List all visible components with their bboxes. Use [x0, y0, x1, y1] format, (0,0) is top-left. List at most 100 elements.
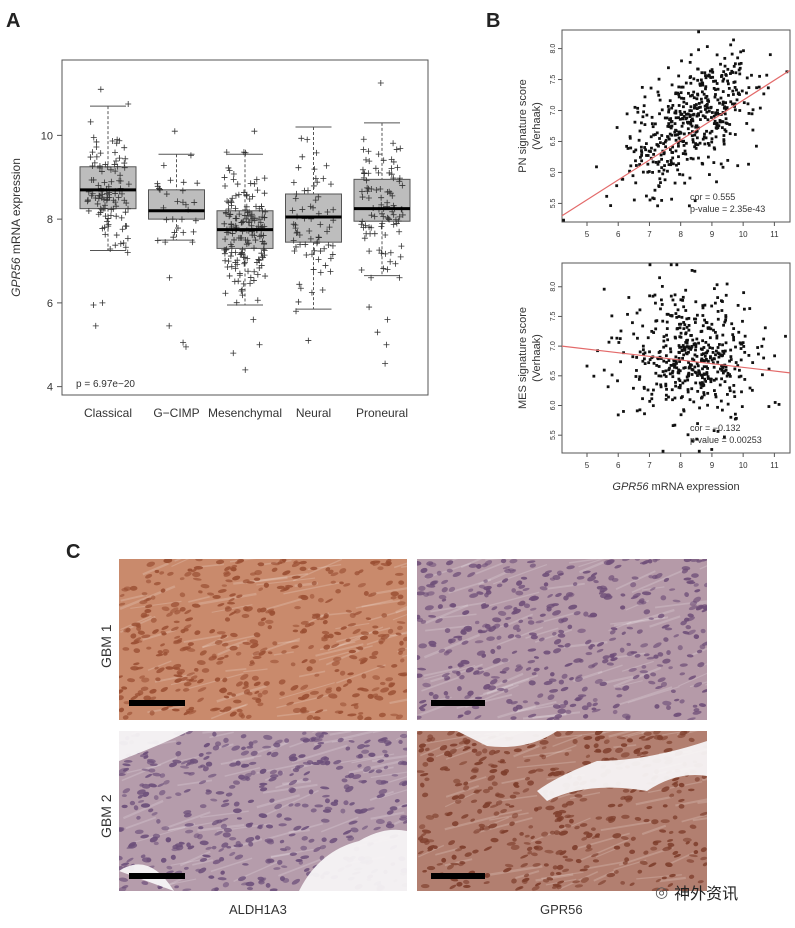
- scatter-point: [672, 362, 676, 366]
- cell-nucleus: [235, 651, 242, 656]
- scatter-point: [739, 50, 743, 54]
- cell-nucleus: [620, 593, 626, 597]
- scatter-point: [681, 356, 684, 360]
- scatter-point: [687, 132, 691, 135]
- data-point: [249, 193, 256, 200]
- tissue-fiber: [692, 817, 707, 822]
- scatter-point: [659, 383, 663, 387]
- scatter-point: [733, 367, 737, 371]
- data-point: [365, 148, 372, 155]
- cell-nucleus: [459, 845, 467, 849]
- scatter-point: [734, 345, 737, 349]
- scatter-point: [692, 400, 696, 404]
- cell-nucleus: [139, 600, 148, 605]
- cell-nucleus: [135, 624, 142, 628]
- data-point: [320, 175, 327, 182]
- outlier-point: [383, 341, 390, 348]
- scatter-point: [733, 86, 737, 89]
- cell-nucleus: [183, 810, 192, 815]
- cell-nucleus: [402, 747, 407, 751]
- data-point: [241, 259, 248, 266]
- scatter-point: [690, 124, 694, 128]
- cell-nucleus: [225, 792, 233, 797]
- cell-nucleus: [698, 703, 707, 707]
- cell-nucleus: [623, 842, 631, 847]
- outlier-point: [374, 329, 381, 336]
- scatter-point: [702, 92, 706, 96]
- cell-nucleus: [221, 842, 229, 848]
- scatter-point: [736, 164, 740, 168]
- scatter-point: [732, 64, 736, 68]
- cell-nucleus: [651, 887, 660, 891]
- cell-nucleus: [429, 643, 437, 648]
- cell-nucleus: [122, 647, 130, 651]
- data-point: [375, 151, 382, 158]
- cell-nucleus: [465, 667, 474, 673]
- scatter-point: [709, 377, 713, 381]
- cell-nucleus: [558, 809, 567, 814]
- scatter-point: [695, 437, 699, 441]
- scatter-point: [717, 124, 721, 128]
- scatter-point: [701, 137, 705, 141]
- cell-nucleus: [352, 693, 360, 698]
- cell-nucleus: [469, 593, 479, 598]
- cell-nucleus: [505, 616, 512, 620]
- scatter-point: [615, 336, 619, 340]
- data-point: [231, 236, 238, 243]
- scatter-point: [680, 124, 684, 128]
- scatter-point: [694, 147, 698, 150]
- cell-nucleus: [503, 867, 512, 873]
- data-point: [242, 237, 249, 244]
- scatter-point: [671, 104, 675, 107]
- tissue-fiber: [130, 600, 182, 609]
- data-point: [226, 213, 233, 220]
- cell-nucleus: [478, 630, 487, 634]
- scatter-point: [662, 339, 666, 343]
- scatter-point: [722, 323, 725, 327]
- cell-nucleus: [383, 740, 392, 745]
- cell-nucleus: [588, 664, 596, 669]
- scatter-point: [664, 138, 668, 142]
- scatter-point: [625, 112, 629, 116]
- cell-nucleus: [372, 630, 379, 635]
- scatter-point: [743, 378, 747, 381]
- cell-nucleus: [417, 836, 424, 841]
- cell-nucleus: [385, 580, 393, 586]
- scatter-point: [724, 101, 728, 105]
- scatter-point: [716, 98, 720, 102]
- cell-nucleus: [387, 690, 397, 696]
- cell-nucleus: [215, 741, 222, 747]
- cell-nucleus: [140, 854, 146, 859]
- y-tick-label: 4: [47, 382, 53, 394]
- cell-nucleus: [187, 845, 195, 850]
- scatter-point: [666, 169, 669, 173]
- data-point: [102, 231, 109, 238]
- scatter-point: [696, 67, 700, 71]
- scatter-point: [667, 108, 671, 111]
- data-point: [251, 245, 258, 252]
- scatter-point: [656, 356, 660, 360]
- cell-nucleus: [667, 883, 674, 888]
- cell-nucleus: [489, 768, 498, 774]
- cell-nucleus: [556, 570, 564, 576]
- cell-nucleus: [641, 751, 649, 755]
- scatter-point: [685, 341, 689, 345]
- y-tick-label: 5.5: [550, 430, 557, 440]
- data-point: [248, 217, 255, 224]
- tissue-fiber: [179, 850, 211, 867]
- data-point: [261, 175, 268, 182]
- data-point: [299, 206, 306, 213]
- cell-nucleus: [583, 831, 590, 835]
- scatter-point: [724, 315, 728, 319]
- data-point: [113, 213, 120, 220]
- scatter-point: [644, 148, 648, 152]
- cell-nucleus: [482, 788, 490, 794]
- cell-nucleus: [383, 765, 389, 770]
- cell-nucleus: [609, 629, 616, 635]
- cell-nucleus: [679, 672, 686, 676]
- cell-nucleus: [669, 793, 675, 798]
- cell-nucleus: [659, 829, 667, 833]
- cell-nucleus: [399, 640, 404, 646]
- cell-nucleus: [541, 754, 547, 760]
- cell-nucleus: [523, 603, 531, 609]
